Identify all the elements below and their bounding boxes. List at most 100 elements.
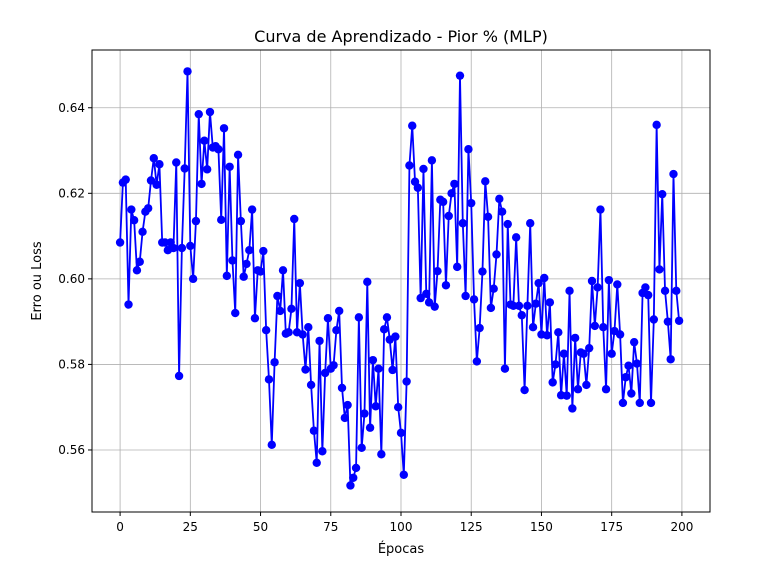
data-point — [469, 295, 479, 304]
data-point — [542, 331, 552, 340]
data-point — [579, 349, 588, 358]
data-point — [233, 150, 243, 160]
data-point — [531, 299, 541, 308]
data-point — [607, 349, 616, 358]
data-point — [427, 156, 437, 165]
data-point — [135, 257, 144, 266]
data-point — [430, 302, 439, 311]
data-point — [205, 107, 215, 117]
y-tick-label: 0.64 — [58, 101, 85, 115]
data-point — [155, 160, 164, 169]
data-point — [573, 385, 583, 394]
data-point — [548, 378, 557, 387]
data-point — [635, 398, 644, 408]
data-point — [301, 365, 310, 374]
data-point — [290, 214, 299, 224]
data-point — [382, 313, 392, 322]
data-point — [517, 311, 526, 320]
data-point — [562, 391, 571, 400]
data-point — [332, 325, 341, 335]
data-point — [349, 473, 358, 482]
data-point — [419, 164, 428, 174]
data-point — [511, 233, 521, 242]
axis-ticks: 0 25 50 75 100 125 150 175 200 0.56 0.58 0.60 0.62 0.… — [58, 101, 693, 534]
y-tick-label: 0.62 — [58, 186, 85, 200]
data-point — [379, 325, 389, 334]
data-point — [593, 283, 602, 292]
data-point — [217, 215, 226, 225]
data-point — [393, 402, 403, 412]
data-point — [495, 194, 504, 204]
data-point — [323, 314, 333, 323]
data-point — [587, 276, 597, 286]
data-point — [228, 256, 237, 265]
data-point — [351, 463, 361, 473]
y-tick-label: 0.60 — [58, 272, 85, 286]
data-point — [492, 250, 501, 259]
data-point — [481, 177, 490, 186]
data-point — [315, 336, 324, 346]
data-point — [497, 207, 507, 216]
data-point — [121, 175, 130, 184]
data-point — [621, 373, 630, 382]
data-point — [132, 266, 142, 275]
data-point — [438, 197, 448, 207]
data-point — [295, 278, 305, 288]
x-tick-label: 25 — [183, 520, 198, 534]
data-point — [115, 238, 125, 247]
data-point — [658, 189, 667, 199]
data-point — [624, 361, 633, 370]
data-point — [309, 426, 319, 435]
x-tick-label: 200 — [670, 520, 693, 534]
data-point — [270, 358, 279, 367]
data-point — [337, 383, 347, 393]
data-point — [357, 443, 366, 453]
data-point — [225, 162, 234, 171]
data-point — [186, 241, 195, 251]
data-point — [503, 219, 512, 229]
data-point — [601, 385, 611, 394]
data-point — [666, 355, 675, 364]
data-point — [483, 212, 493, 222]
data-point — [422, 289, 431, 299]
data-point — [554, 328, 563, 337]
data-point — [143, 204, 153, 213]
data-point — [194, 109, 203, 119]
data-point — [312, 458, 321, 468]
data-point — [514, 301, 524, 311]
data-point — [371, 402, 380, 411]
data-point — [669, 169, 678, 179]
data-point — [534, 278, 543, 288]
data-point — [467, 198, 476, 208]
data-point — [528, 323, 538, 332]
data-point — [408, 121, 417, 130]
data-point — [540, 273, 549, 283]
data-point — [239, 272, 248, 281]
data-point — [441, 281, 451, 290]
x-axis-label: Épocas — [378, 541, 425, 557]
data-point — [264, 375, 274, 384]
data-point — [197, 179, 206, 189]
data-point — [127, 205, 136, 214]
data-point — [188, 274, 198, 284]
data-point — [629, 337, 639, 347]
data-point — [523, 301, 532, 311]
data-point — [183, 67, 192, 76]
data-point — [256, 267, 265, 276]
data-point — [674, 316, 684, 325]
data-point — [242, 259, 251, 269]
data-point — [180, 164, 189, 173]
data-point — [318, 447, 327, 456]
data-point — [413, 183, 423, 192]
data-point — [399, 470, 409, 479]
data-point — [267, 440, 276, 450]
data-point — [354, 313, 364, 322]
data-point — [124, 300, 133, 309]
data-point — [627, 389, 636, 398]
data-point — [396, 428, 406, 438]
data-point — [287, 304, 296, 314]
data-point — [298, 330, 307, 339]
data-point — [250, 314, 260, 323]
data-point — [200, 136, 209, 145]
data-point — [149, 154, 158, 163]
